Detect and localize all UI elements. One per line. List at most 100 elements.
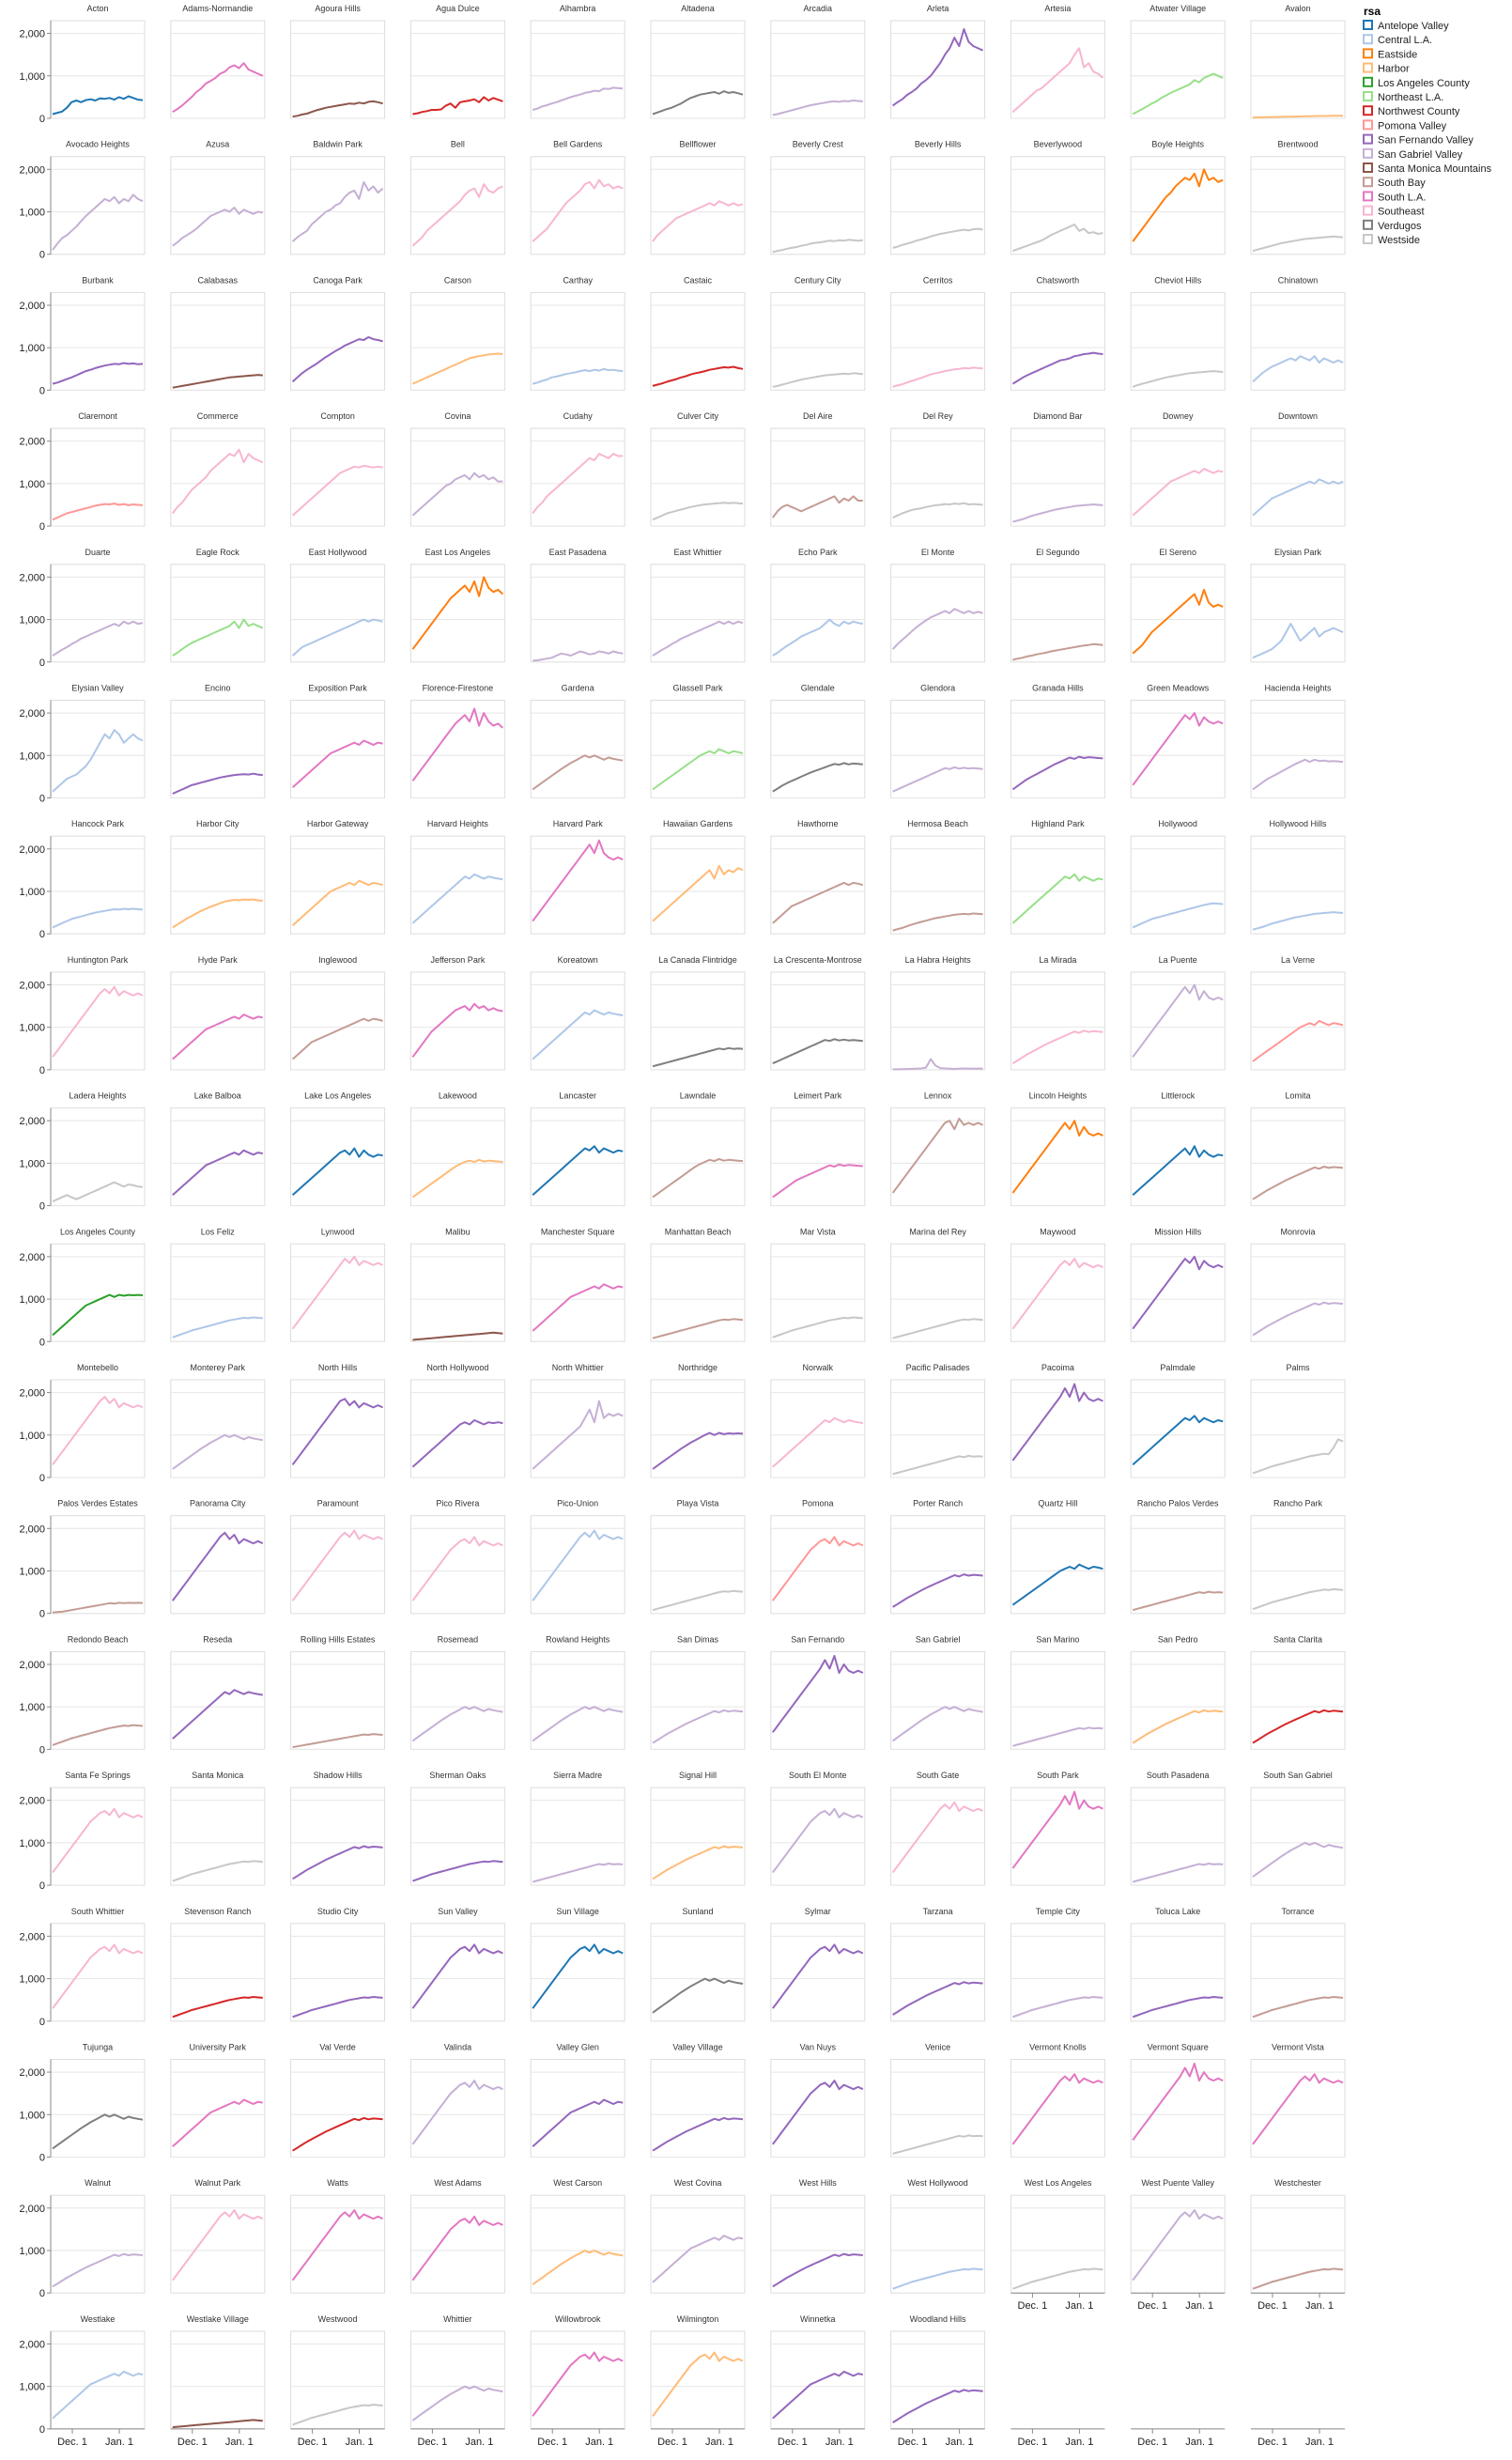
panel-title: Inglewood bbox=[318, 955, 357, 965]
panel-huntington-park: Huntington Park 0 1,000 2,000 bbox=[19, 955, 146, 1076]
legend-swatch bbox=[1363, 20, 1373, 30]
plot-frame bbox=[650, 2194, 746, 2294]
series-line bbox=[292, 1845, 383, 1880]
plot-frame bbox=[1010, 1923, 1105, 2022]
series-line bbox=[52, 503, 144, 521]
plot-frame bbox=[890, 2194, 986, 2294]
panel-title: Hollywood bbox=[1158, 819, 1197, 828]
panel-chatsworth: Chatsworth bbox=[1010, 275, 1105, 391]
y-tick-label: 1,000 bbox=[19, 479, 45, 490]
panel-westlake: Westlake 0 1,000 2,000 Dec. 1 Jan. 1 bbox=[19, 2314, 146, 2448]
panel-east-los-angeles: East Los Angeles bbox=[409, 548, 505, 663]
panel-encino: Encino bbox=[170, 684, 266, 798]
series-line bbox=[892, 1454, 983, 1476]
series-line bbox=[1011, 47, 1104, 113]
series-line bbox=[52, 95, 144, 116]
series-line bbox=[1132, 370, 1224, 388]
panel-beverly-hills: Beverly Hills bbox=[890, 140, 986, 255]
series-line bbox=[411, 1536, 503, 1601]
series-line bbox=[412, 96, 503, 116]
panel-title: Studio City bbox=[317, 1907, 359, 1916]
panel-torrance: Torrance bbox=[1250, 1907, 1346, 2022]
panel-title: South San Gabriel bbox=[1263, 1771, 1333, 1780]
series-line bbox=[892, 2134, 983, 2155]
panel-title: South Whittier bbox=[71, 1907, 125, 1916]
series-line bbox=[291, 1147, 383, 1197]
panel-title: West Los Angeles bbox=[1024, 2178, 1091, 2188]
legend-swatch bbox=[1363, 147, 1373, 159]
panel-echo-park: Echo Park bbox=[770, 548, 866, 663]
series-line bbox=[532, 1009, 624, 1060]
plot-frame bbox=[770, 1379, 866, 1478]
legend-swatch bbox=[1363, 34, 1373, 45]
panel-title: Mar Vista bbox=[800, 1227, 836, 1236]
series-line bbox=[292, 1733, 383, 1749]
panel-downtown: Downtown bbox=[1250, 411, 1346, 527]
panel-shadow-hills: Shadow Hills bbox=[290, 1771, 386, 1886]
legend-swatch bbox=[1363, 177, 1373, 188]
panel-title: Chinatown bbox=[1278, 275, 1319, 285]
panel-title: Agua Dulce bbox=[436, 4, 480, 13]
series-line bbox=[1011, 873, 1103, 924]
series-line bbox=[532, 754, 624, 791]
panel-south-gate: South Gate bbox=[890, 1771, 986, 1886]
plot-frame bbox=[1130, 2194, 1226, 2294]
panel-title: Rancho Park bbox=[1273, 1499, 1323, 1508]
x-tick-label: Dec. 1 bbox=[537, 2437, 567, 2448]
y-tick-label: 0 bbox=[39, 2288, 45, 2299]
panel-title: Wilmington bbox=[677, 2314, 719, 2324]
series-line bbox=[291, 335, 383, 383]
panel-la-puente: La Puente bbox=[1130, 955, 1226, 1071]
series-line bbox=[291, 879, 383, 926]
series-line bbox=[172, 898, 263, 929]
panel-monrovia: Monrovia bbox=[1250, 1227, 1346, 1342]
plot-frame bbox=[290, 2330, 386, 2430]
series-line bbox=[292, 2404, 383, 2426]
panel-toluca-lake: Toluca Lake bbox=[1130, 1907, 1226, 2022]
panel-title: East Los Angeles bbox=[425, 548, 491, 557]
series-line bbox=[291, 739, 383, 788]
panel-title: Santa Fe Springs bbox=[65, 1771, 131, 1780]
panel-la-crescenta-montrose: La Crescenta-Montrose bbox=[770, 955, 866, 1071]
plot-frame bbox=[50, 427, 146, 527]
panel-title: Lincoln Heights bbox=[1029, 1091, 1088, 1101]
panel-title: La Puente bbox=[1159, 955, 1197, 965]
series-line bbox=[172, 1149, 263, 1197]
plot-frame bbox=[409, 1515, 505, 1615]
series-line bbox=[291, 1398, 384, 1466]
series-line bbox=[1252, 1166, 1344, 1200]
series-line bbox=[1132, 468, 1224, 517]
panel-title: Culver City bbox=[677, 411, 719, 421]
panel-inglewood: Inglewood bbox=[290, 955, 386, 1071]
panel-la-mirada: La Mirada bbox=[1010, 955, 1105, 1071]
series-line bbox=[892, 1058, 983, 1071]
panel-title: South Park bbox=[1037, 1771, 1079, 1780]
panel-title: Sun Village bbox=[557, 1907, 599, 1916]
series-line bbox=[1252, 758, 1344, 791]
y-tick-label: 2,000 bbox=[19, 1660, 45, 1671]
plot-frame bbox=[1010, 2059, 1105, 2158]
panel-title: Burbank bbox=[82, 275, 114, 285]
panel-lakewood: Lakewood bbox=[409, 1091, 505, 1207]
x-tick-label: Dec. 1 bbox=[1018, 2437, 1048, 2448]
series-line bbox=[411, 2385, 503, 2421]
panel-title: East Pasadena bbox=[549, 548, 607, 557]
panel-title: Reseda bbox=[203, 1634, 232, 1644]
series-line bbox=[291, 180, 384, 242]
series-line bbox=[1132, 72, 1224, 116]
plot-frame bbox=[409, 156, 505, 255]
panel-glassell-park: Glassell Park bbox=[650, 684, 746, 798]
panel-title: Vermont Knolls bbox=[1029, 2043, 1087, 2052]
y-tick-label: 0 bbox=[39, 1065, 45, 1076]
plot-frame bbox=[170, 700, 266, 798]
panel-title: Del Rey bbox=[923, 411, 954, 421]
panel-glendale: Glendale bbox=[770, 684, 866, 798]
plot-frame bbox=[890, 971, 986, 1071]
plot-frame bbox=[1010, 427, 1105, 527]
panel-bellflower: Bellflower bbox=[650, 140, 746, 255]
panel-val-verde: Val Verde bbox=[290, 2043, 386, 2158]
series-line bbox=[291, 1255, 384, 1330]
plot-frame bbox=[409, 1923, 505, 2022]
y-tick-label: 0 bbox=[39, 658, 45, 669]
series-line bbox=[1011, 1563, 1103, 1606]
